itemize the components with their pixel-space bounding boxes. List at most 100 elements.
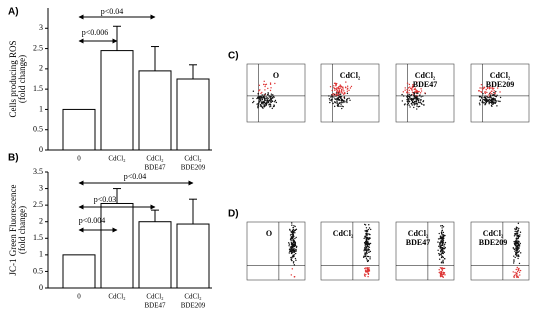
plot-title: O [266,229,272,238]
event-dot [260,105,263,107]
event-dot [261,91,263,94]
y-tick-label: 2 [39,64,43,73]
event-dot [264,93,267,95]
event-dot [257,97,260,99]
event-dot [292,231,295,234]
event-dot [364,267,366,270]
event-dot [339,87,342,89]
event-dot [443,243,446,246]
event-dot [340,85,343,88]
event-dot [520,252,522,254]
event-dot [492,99,494,101]
event-dot [292,241,295,244]
event-dot [417,92,419,95]
event-dot [441,239,443,242]
event-dot [366,259,368,261]
event-dot [343,99,345,102]
event-dot [367,228,370,231]
event-dot [493,90,495,92]
event-dot [440,240,442,243]
event-dot [496,87,499,89]
event-dot [266,102,268,105]
y-tick-label: 0 [39,283,43,292]
event-dot [339,85,341,88]
event-dot [518,227,520,230]
event-dot [438,271,440,274]
event-dot [267,97,269,100]
event-dot [518,235,520,238]
event-dot [258,103,260,105]
event-dot [368,251,370,253]
event-dot [367,243,370,246]
event-dot [288,252,290,254]
event-dot [369,228,372,231]
event-dot [485,88,487,91]
bar [176,223,210,289]
event-dot [482,102,484,104]
event-dot [336,102,338,105]
event-dot [369,237,371,239]
event-dot [441,261,443,263]
event-dot [366,252,368,255]
event-dot [289,238,292,241]
event-dot [440,271,443,273]
event-dot [338,96,340,99]
event-dot [414,87,416,89]
event-dot [401,100,404,102]
event-dot [408,89,410,91]
event-dot [438,258,441,260]
event-dot [441,266,443,269]
event-dot [516,239,518,242]
event-dot [288,248,291,251]
event-dot [420,99,422,101]
y-axis-label: Cells producing ROS [8,40,18,117]
event-dot [269,100,271,102]
event-dot [493,102,495,104]
event-dot [289,247,292,249]
x-tick-label: BDE209 [181,302,206,310]
event-dot [343,93,345,95]
event-dot [517,230,519,232]
event-dot [480,83,483,86]
event-dot [291,251,294,254]
event-dot [413,100,416,103]
event-dot [337,105,339,107]
event-dot [369,250,372,253]
event-dot [290,256,292,259]
event-dot [512,271,514,273]
event-dot [518,255,520,258]
event-dot [422,95,424,97]
event-dot [328,98,331,100]
plot-title: O [273,71,279,80]
event-dot [516,249,518,252]
event-dot [368,227,371,229]
event-dot [364,224,367,226]
event-dot [421,103,423,105]
event-dot [515,238,518,240]
event-dot [329,99,331,101]
event-dot [514,244,517,246]
event-dot [270,93,273,95]
event-dot [494,102,496,104]
event-dot [288,245,290,247]
event-dot [488,98,491,101]
event-dot [479,99,482,102]
event-dot [296,245,298,248]
event-dot [348,97,350,100]
y-axis-label: JC-1 Green Fluorescence [8,185,18,276]
event-dot [402,95,405,97]
event-dot [269,89,272,92]
plot-frame [320,63,380,123]
event-dot [342,88,344,90]
event-dot [330,98,333,101]
y-axis-label: (fold change) [17,206,27,254]
event-dot [290,250,292,253]
event-dot [338,94,341,96]
plot-title: CdCl₂ [333,229,354,238]
event-dot [483,87,486,89]
event-dot [264,97,266,100]
event-dot [273,104,275,106]
event-dot [363,248,366,251]
event-dot [367,248,369,250]
event-dot [364,230,366,232]
